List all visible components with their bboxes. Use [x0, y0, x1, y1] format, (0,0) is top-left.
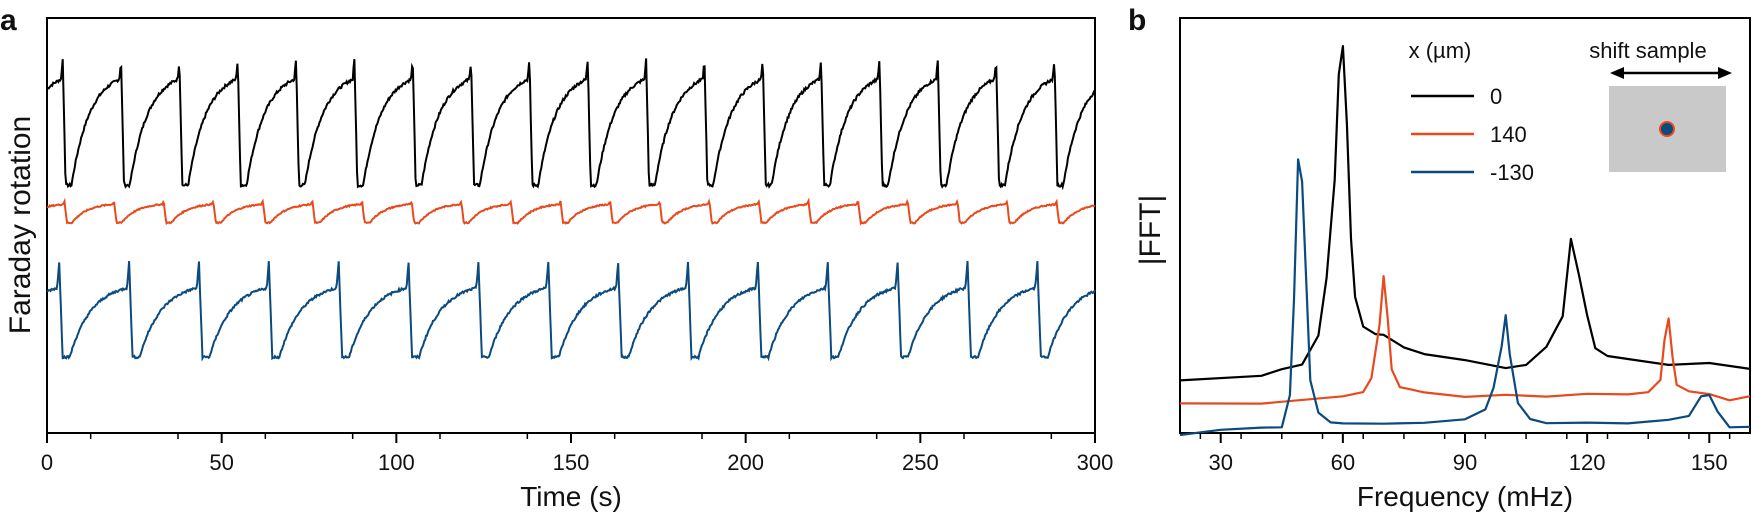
panel-a-xtick-label: 50 [209, 450, 233, 475]
panel-a-xtick-label: 0 [41, 450, 53, 475]
legend-entry-1: 140 [1490, 122, 1527, 147]
panel-b-series-0 [1179, 44, 1751, 382]
panel-b-xticks: 30 60 90 120 150 [1199, 433, 1731, 475]
inset-shift-sample: shift sample [1589, 38, 1732, 172]
panel-a-xticks: 0 50 100 150 200 250 300 [41, 433, 1113, 475]
panel-a-series [46, 58, 1096, 362]
legend: x (µm) 0 140 -130 [1409, 38, 1534, 185]
panel-b-xtick-label: 90 [1453, 450, 1477, 475]
panel-b-xtick-label: 30 [1208, 450, 1232, 475]
panel-b-xtick-label: 150 [1691, 450, 1728, 475]
panel-a-xlabel: Time (s) [520, 481, 622, 512]
panel-label-a: a [0, 4, 17, 37]
panel-b-frame [1179, 17, 1751, 434]
panel-a-xtick-label: 300 [1077, 450, 1114, 475]
panel-b-series-1 [1179, 275, 1751, 405]
panel-b-ylabel: |FFT| [1134, 195, 1167, 266]
panel-a-xtick-label: 250 [902, 450, 939, 475]
panel-a-series-0 [46, 58, 1096, 191]
panel-b-xtick-label: 60 [1331, 450, 1355, 475]
panel-b-series [1179, 44, 1751, 437]
panel-a-xtick-label: 200 [727, 450, 764, 475]
legend-title: x (µm) [1409, 38, 1472, 63]
panel-a-series-1 [46, 197, 1096, 226]
panel-a-xtick-label: 100 [378, 450, 415, 475]
panel-a-ylabel: Faraday rotation [4, 116, 37, 334]
inset-title: shift sample [1589, 38, 1706, 63]
panel-b-xtick-label: 120 [1569, 450, 1606, 475]
inset-arrow-right-head [1718, 67, 1732, 79]
legend-entry-2: -130 [1490, 160, 1534, 185]
panel-label-b: b [1128, 4, 1146, 37]
panel-a-series-2 [46, 260, 1096, 362]
legend-entry-0: 0 [1490, 84, 1502, 109]
panel-a-xtick-label: 150 [553, 450, 590, 475]
panel-b-xlabel: Frequency (mHz) [1357, 481, 1573, 512]
panel-b-series-2 [1179, 158, 1751, 437]
inset-arrow-left-head [1610, 67, 1624, 79]
inset-laser-spot [1659, 121, 1675, 137]
